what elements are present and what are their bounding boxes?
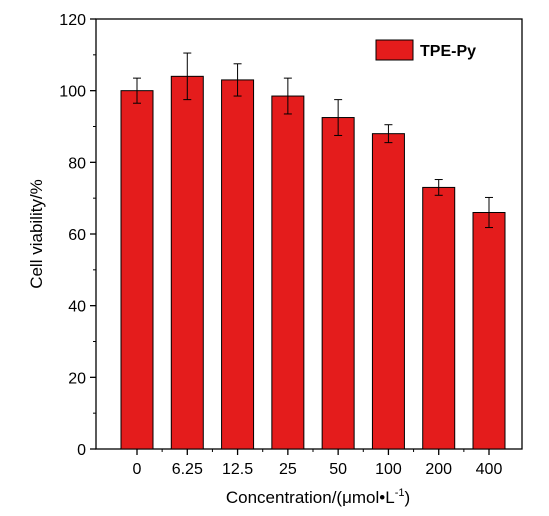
legend-label: TPE-Py xyxy=(420,43,476,60)
legend: TPE-Py xyxy=(375,39,476,61)
bar xyxy=(271,95,305,450)
bar xyxy=(170,75,204,450)
bar xyxy=(221,79,255,450)
bar xyxy=(422,186,456,450)
x-tick-label: 25 xyxy=(279,461,297,478)
bar xyxy=(120,90,154,450)
error-bars-group xyxy=(133,52,493,229)
x-tick-label: 50 xyxy=(329,461,347,478)
y-tick-label: 120 xyxy=(59,12,86,29)
y-axis-label: Cell viability/% xyxy=(27,179,46,289)
x-axis-ticks: 0 6.25 12.5 25 50 100 200 400 xyxy=(133,449,503,478)
y-tick-label: 0 xyxy=(77,442,86,459)
plot-border xyxy=(95,18,523,450)
bar xyxy=(472,212,506,450)
y-tick-label: 20 xyxy=(68,370,86,387)
bars-group xyxy=(120,75,506,450)
x-tick-label: 200 xyxy=(425,461,452,478)
y-tick-label: 60 xyxy=(68,227,86,244)
x-tick-label: 12.5 xyxy=(222,461,253,478)
plot-frame xyxy=(95,18,523,450)
x-tick-label: 0 xyxy=(133,461,142,478)
legend-swatch xyxy=(375,39,414,61)
y-axis-ticks: 0 20 40 60 80 100 120 xyxy=(59,12,96,459)
y-tick-label: 40 xyxy=(68,299,86,316)
y-tick-label: 80 xyxy=(68,155,86,172)
x-tick-label: 100 xyxy=(375,461,402,478)
bar xyxy=(321,117,355,450)
x-axis-label: Concentration/(μmol•L-1) xyxy=(226,487,410,507)
x-tick-label: 400 xyxy=(476,461,503,478)
bar xyxy=(371,133,405,450)
x-tick-label: 6.25 xyxy=(172,461,203,478)
y-tick-label: 100 xyxy=(59,84,86,101)
